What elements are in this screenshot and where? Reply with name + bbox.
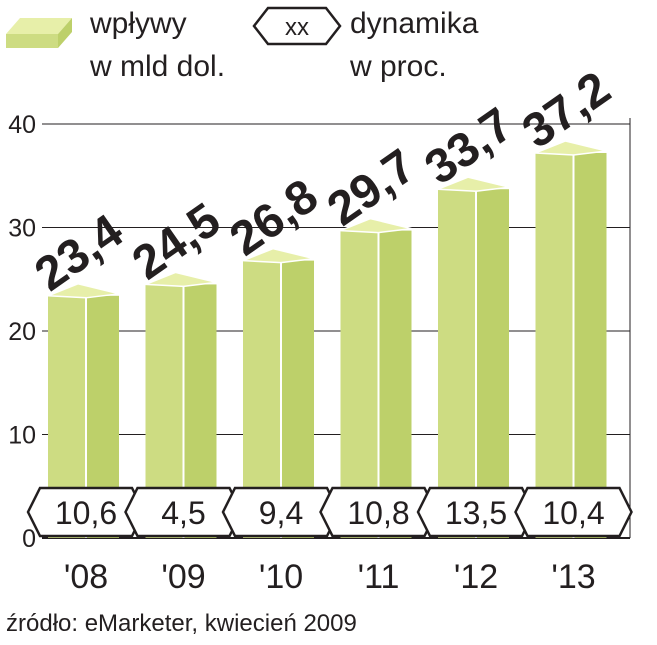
- bar-top: [242, 247, 315, 264]
- growth-badges: 10,6 4,5 9,4 10,8 13,5 10,4: [26, 486, 633, 538]
- y-tick-label: 40: [8, 111, 36, 139]
- bar-front: [438, 189, 476, 538]
- growth-badge: 4,5: [124, 486, 243, 538]
- bar: [535, 140, 607, 539]
- bar-side: [573, 152, 607, 539]
- legend-badge: xx: [252, 6, 342, 46]
- x-axis: '08 '09 '10 '11 '12 '13: [64, 558, 596, 596]
- growth-label: 13,5: [445, 495, 507, 531]
- bar-side: [476, 189, 509, 538]
- growth-badge: 10,4: [514, 486, 633, 538]
- bar-top: [47, 283, 120, 299]
- growth-label: 9,4: [259, 495, 303, 531]
- value-labels: 23,424,526,829,733,737,2: [26, 62, 620, 302]
- x-tick-label: '13: [551, 558, 595, 596]
- bar-top: [145, 271, 217, 288]
- growth-label: 10,4: [542, 495, 604, 531]
- x-tick-label: '10: [259, 558, 303, 596]
- source-note: źródło: eMarketer, kwiecień 2009: [6, 610, 357, 637]
- bar-top: [340, 217, 412, 234]
- x-tick-label: '08: [64, 558, 108, 596]
- legend-badge-symbol: xx: [285, 14, 309, 41]
- x-tick-label: '11: [358, 558, 400, 596]
- y-tick-label: 0: [22, 525, 36, 553]
- gridlines: [42, 118, 631, 539]
- bar: [437, 176, 510, 538]
- growth-badge: 9,4: [221, 486, 341, 538]
- growth-label: 10,6: [55, 495, 117, 531]
- y-tick-label: 30: [8, 215, 36, 243]
- bar-front: [535, 152, 574, 539]
- legend-bars-label-2: w mld dol.: [89, 50, 225, 83]
- x-tick-label: '09: [161, 558, 205, 596]
- legend: wpływy w mld dol. xx dynamika w proc.: [6, 6, 479, 83]
- legend-bars-label-1: wpływy: [89, 7, 187, 40]
- bar-top: [535, 140, 607, 156]
- legend-badge-label-2: w proc.: [349, 50, 447, 83]
- growth-badge: 10,6: [26, 486, 146, 538]
- y-tick-label: 10: [8, 422, 36, 450]
- growth-badge-shape: [514, 486, 633, 538]
- legend-bar-swatch: [6, 18, 72, 48]
- legend-badge-label-1: dynamika: [350, 7, 479, 40]
- growth-label: 4,5: [161, 495, 205, 531]
- growth-badge: 10,8: [319, 486, 438, 538]
- x-tick-label: '12: [454, 558, 498, 596]
- growth-label: 10,8: [347, 495, 409, 531]
- y-axis: 0 10 20 30 40: [8, 111, 36, 553]
- bar-top: [437, 176, 510, 192]
- y-tick-label: 20: [8, 318, 36, 346]
